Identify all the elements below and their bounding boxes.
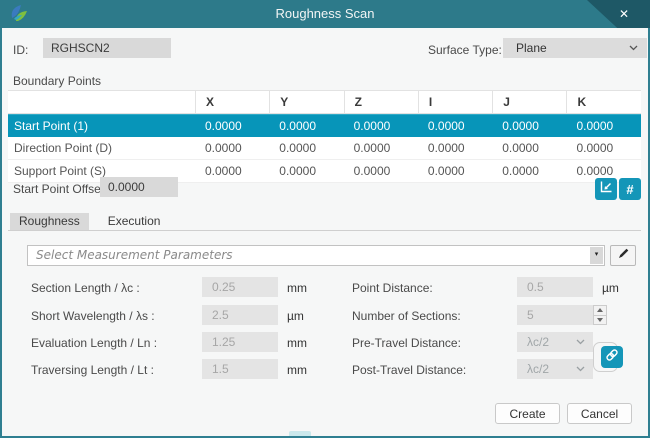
- pre-travel-distance-value: λc/2: [527, 335, 550, 349]
- cell-z[interactable]: 0.0000: [353, 164, 391, 178]
- cell-k[interactable]: 0.0000: [576, 141, 614, 155]
- surface-type-value: Plane: [516, 41, 547, 55]
- short-wavelength-input[interactable]: [202, 305, 278, 325]
- measurement-parameters-combobox[interactable]: Select Measurement Parameters ▾: [27, 245, 605, 266]
- table-row-support-point[interactable]: Support Point (S) 0.0000 0.0000 0.0000 0…: [8, 160, 641, 183]
- cell-k[interactable]: 0.0000: [576, 119, 614, 133]
- table-row-start-point[interactable]: Start Point (1) 0.0000 0.0000 0.0000 0.0…: [8, 114, 641, 137]
- chain-link-icon: [605, 348, 619, 367]
- tab-roughness[interactable]: Roughness: [10, 213, 89, 230]
- id-input[interactable]: [43, 38, 171, 58]
- pre-travel-distance-select[interactable]: λc/2: [517, 332, 593, 352]
- chevron-down-icon: [629, 45, 638, 51]
- combobox-placeholder: Select Measurement Parameters: [36, 248, 233, 262]
- surface-type-select[interactable]: Plane: [503, 38, 647, 58]
- pick-point-icon: [599, 180, 613, 199]
- row-label: Direction Point (D): [14, 141, 113, 155]
- section-length-unit: mm: [287, 281, 307, 295]
- cell-y[interactable]: 0.0000: [279, 164, 316, 178]
- chevron-down-icon: [576, 339, 585, 345]
- evaluation-length-label: Evaluation Length / Ln :: [31, 336, 158, 350]
- header-z: Z: [343, 91, 418, 113]
- post-travel-distance-select[interactable]: λc/2: [517, 359, 593, 379]
- row-label: Support Point (S): [14, 164, 107, 178]
- header-i: I: [417, 91, 492, 113]
- spinner-up-icon[interactable]: [594, 306, 606, 315]
- chevron-down-icon: [576, 366, 585, 372]
- post-travel-distance-value: λc/2: [527, 362, 550, 376]
- spinner-down-icon[interactable]: [594, 314, 606, 325]
- window-title: Roughness Scan: [275, 6, 375, 21]
- header-y: Y: [269, 91, 343, 113]
- cell-z[interactable]: 0.0000: [353, 141, 391, 155]
- traversing-length-input[interactable]: [202, 359, 278, 379]
- title-bar[interactable]: Roughness Scan ✕: [0, 0, 650, 28]
- start-point-offset-label: Start Point Offset:: [13, 182, 108, 196]
- boundary-points-table: X Y Z I J K Start Point (1) 0.0000 0.000…: [8, 90, 641, 183]
- header-k: K: [566, 91, 640, 113]
- cell-z[interactable]: 0.0000: [353, 119, 391, 133]
- link-travel-distances-button[interactable]: [601, 346, 623, 368]
- point-distance-unit: µm: [602, 281, 619, 295]
- traversing-length-unit: mm: [287, 363, 307, 377]
- table-row-direction-point[interactable]: Direction Point (D) 0.0000 0.0000 0.0000…: [8, 137, 641, 160]
- edit-parameters-button[interactable]: [610, 245, 636, 266]
- cell-x[interactable]: 0.0000: [205, 119, 242, 133]
- cell-k[interactable]: 0.0000: [576, 164, 614, 178]
- start-point-offset-input[interactable]: [100, 177, 178, 197]
- cancel-button[interactable]: Cancel: [567, 403, 632, 424]
- row-label: Start Point (1): [14, 119, 89, 133]
- evaluation-length-unit: mm: [287, 336, 307, 350]
- header-empty: [8, 91, 195, 113]
- pre-travel-distance-label: Pre-Travel Distance:: [352, 336, 461, 350]
- number-of-sections-label: Number of Sections:: [352, 309, 461, 323]
- create-button[interactable]: Create: [495, 403, 560, 424]
- cell-j[interactable]: 0.0000: [502, 119, 539, 133]
- header-x: X: [195, 91, 269, 113]
- number-of-sections-stepper[interactable]: [593, 305, 607, 325]
- cell-i[interactable]: 0.0000: [427, 119, 465, 133]
- table-header-row: X Y Z I J K: [8, 91, 641, 114]
- tab-bar: Roughness Execution: [8, 213, 641, 231]
- pencil-icon: [617, 247, 630, 265]
- cell-i[interactable]: 0.0000: [427, 164, 465, 178]
- post-travel-distance-label: Post-Travel Distance:: [352, 363, 467, 377]
- id-label: ID:: [13, 43, 29, 57]
- point-distance-input[interactable]: [517, 277, 593, 297]
- evaluation-length-input[interactable]: [202, 332, 278, 352]
- point-distance-label: Point Distance:: [352, 281, 433, 295]
- surface-type-label: Surface Type:: [428, 43, 502, 57]
- grid-button[interactable]: #: [619, 178, 641, 200]
- traversing-length-label: Traversing Length / Lt :: [31, 363, 154, 377]
- section-length-input[interactable]: [202, 277, 278, 297]
- app-logo-icon: [8, 3, 32, 25]
- cell-y[interactable]: 0.0000: [279, 119, 316, 133]
- short-wavelength-unit: µm: [287, 309, 304, 323]
- short-wavelength-label: Short Wavelength / λs :: [31, 309, 155, 323]
- cell-x[interactable]: 0.0000: [205, 141, 242, 155]
- tab-execution[interactable]: Execution: [107, 214, 161, 228]
- section-length-label: Section Length / λc :: [31, 281, 140, 295]
- cell-y[interactable]: 0.0000: [279, 141, 316, 155]
- number-of-sections-input[interactable]: [517, 305, 593, 325]
- header-j: J: [492, 91, 566, 113]
- pick-point-button[interactable]: [595, 178, 617, 200]
- cell-x[interactable]: 0.0000: [205, 164, 242, 178]
- close-icon[interactable]: ✕: [618, 7, 630, 21]
- cell-j[interactable]: 0.0000: [502, 141, 539, 155]
- boundary-points-label: Boundary Points: [13, 74, 102, 88]
- cell-j[interactable]: 0.0000: [502, 164, 539, 178]
- hash-grid-icon: #: [626, 181, 634, 197]
- combobox-dropdown-icon[interactable]: ▾: [590, 247, 603, 264]
- bottom-edge-decoration: [289, 431, 311, 436]
- cell-i[interactable]: 0.0000: [427, 141, 465, 155]
